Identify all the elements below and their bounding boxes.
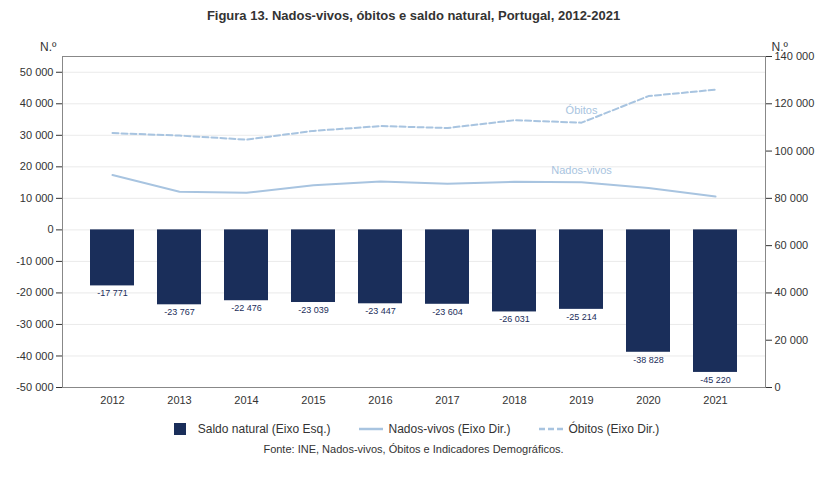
- svg-text:Nados-vivos: Nados-vivos: [551, 164, 612, 176]
- svg-text:2014: 2014: [234, 394, 258, 406]
- html-text:Óbitos (Eixo Dir.): Óbitos (Eixo Dir.): [568, 422, 660, 436]
- svg-text:80 000: 80 000: [775, 192, 809, 204]
- svg-text:N.º: N.º: [772, 40, 789, 54]
- svg-text:2016: 2016: [368, 394, 392, 406]
- html-text:Figura 13. Nados-vivos, óbitos: Figura 13. Nados-vivos, óbitos e saldo n…: [206, 8, 621, 23]
- svg-text:-45 220: -45 220: [700, 375, 731, 385]
- svg-text:-20 000: -20 000: [16, 286, 53, 298]
- svg-text:-40 000: -40 000: [16, 349, 53, 361]
- svg-text:100 000: 100 000: [775, 145, 815, 157]
- svg-text:120 000: 120 000: [775, 97, 815, 109]
- svg-text:140 000: 140 000: [774, 50, 815, 62]
- svg-text:-26 031: -26 031: [499, 314, 530, 324]
- svg-text:2019: 2019: [569, 394, 593, 406]
- svg-text:-17 771: -17 771: [97, 288, 128, 298]
- svg-text:2013: 2013: [167, 394, 191, 406]
- svg-text:30 000: 30 000: [20, 129, 54, 141]
- svg-text:-23 447: -23 447: [365, 306, 396, 316]
- svg-text:-38 828: -38 828: [633, 355, 664, 365]
- svg-text:50 000: 50 000: [20, 66, 54, 78]
- svg-text:-23 604: -23 604: [432, 307, 463, 317]
- svg-text:2020: 2020: [636, 394, 660, 406]
- svg-text:N.º: N.º: [40, 40, 57, 54]
- svg-text:0: 0: [775, 381, 781, 393]
- svg-text:-23 767: -23 767: [164, 307, 195, 317]
- svg-text:40 000: 40 000: [775, 286, 809, 298]
- svg-text:2018: 2018: [502, 394, 526, 406]
- svg-text:2015: 2015: [301, 394, 325, 406]
- svg-text:10 000: 10 000: [20, 192, 54, 204]
- svg-text:-22 476: -22 476: [231, 303, 262, 313]
- svg-text:2017: 2017: [435, 394, 459, 406]
- svg-text:40 000: 40 000: [20, 97, 54, 109]
- svg-text:2012: 2012: [100, 394, 124, 406]
- svg-text:60 000: 60 000: [775, 239, 809, 251]
- svg-text:2021: 2021: [703, 394, 727, 406]
- svg-text:-23 039: -23 039: [298, 305, 329, 315]
- html-text:Nados-vivos (Eixo Dir.): Nados-vivos (Eixo Dir.): [388, 422, 511, 436]
- svg-text:-50 000: -50 000: [16, 381, 53, 393]
- svg-text:-30 000: -30 000: [16, 318, 53, 330]
- html-text:Saldo natural (Eixo Esq.): Saldo natural (Eixo Esq.): [197, 422, 331, 436]
- svg-text:Óbitos: Óbitos: [566, 104, 598, 116]
- svg-text:20 000: 20 000: [775, 334, 809, 346]
- html-text:Fonte: INE, Nados-vivos, Óbito: Fonte: INE, Nados-vivos, Óbitos e Indica…: [263, 443, 564, 455]
- svg-text:20 000: 20 000: [20, 160, 54, 172]
- svg-text:0: 0: [47, 223, 53, 235]
- svg-text:-25 214: -25 214: [566, 312, 597, 322]
- svg-text:-10 000: -10 000: [16, 255, 53, 267]
